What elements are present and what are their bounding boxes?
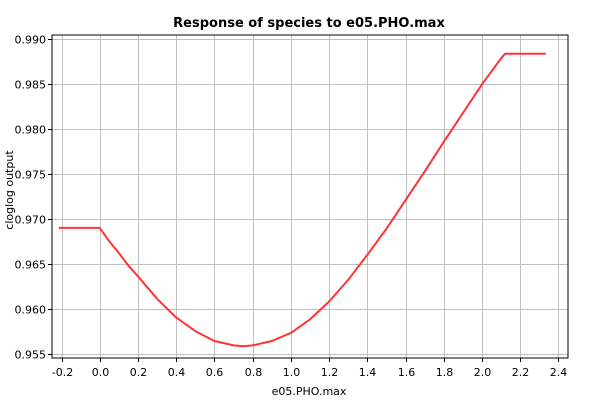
y-tick-label: 0.980 [15,124,47,137]
x-tick-label: 2.2 [512,366,530,379]
x-tick-label: 0.0 [92,366,110,379]
y-tick-label: 0.990 [15,34,47,47]
x-axis-label: e05.PHO.max [272,385,347,398]
series [58,52,547,348]
plot-area [51,34,569,359]
chart-title: Response of species to e05.PHO.max [173,16,445,31]
y-tick-label: 0.955 [15,349,47,362]
response-curve-line [58,52,547,348]
y-tick-label: 0.985 [15,79,47,92]
y-tick-label: 0.960 [15,304,47,317]
x-tick-label: 0.8 [245,366,263,379]
x-tick-label: 2.0 [474,366,492,379]
axis-ticks: -0.2 0.0 0.2 0.4 0.6 0.8 1.0 1.2 1.4 1.6 1.8 2.0 2.2… [15,34,568,380]
y-tick-label: 0.970 [15,214,47,227]
grid [52,35,568,358]
x-tick-label: 0.2 [130,366,148,379]
x-tick-label: 1.6 [398,366,416,379]
x-tick-label: 1.0 [283,366,301,379]
y-axis-label: cloglog output [3,150,16,230]
x-tick-label: 0.4 [168,366,186,379]
x-tick-label: 1.4 [359,366,377,379]
x-tick-label: 2.4 [550,366,568,379]
x-tick-label: 1.8 [436,366,454,379]
x-tick-label: -0.2 [52,366,73,379]
x-tick-label: 1.2 [321,366,339,379]
y-tick-label: 0.975 [15,169,47,182]
x-tick-label: 0.6 [206,366,224,379]
y-tick-label: 0.965 [15,259,47,272]
